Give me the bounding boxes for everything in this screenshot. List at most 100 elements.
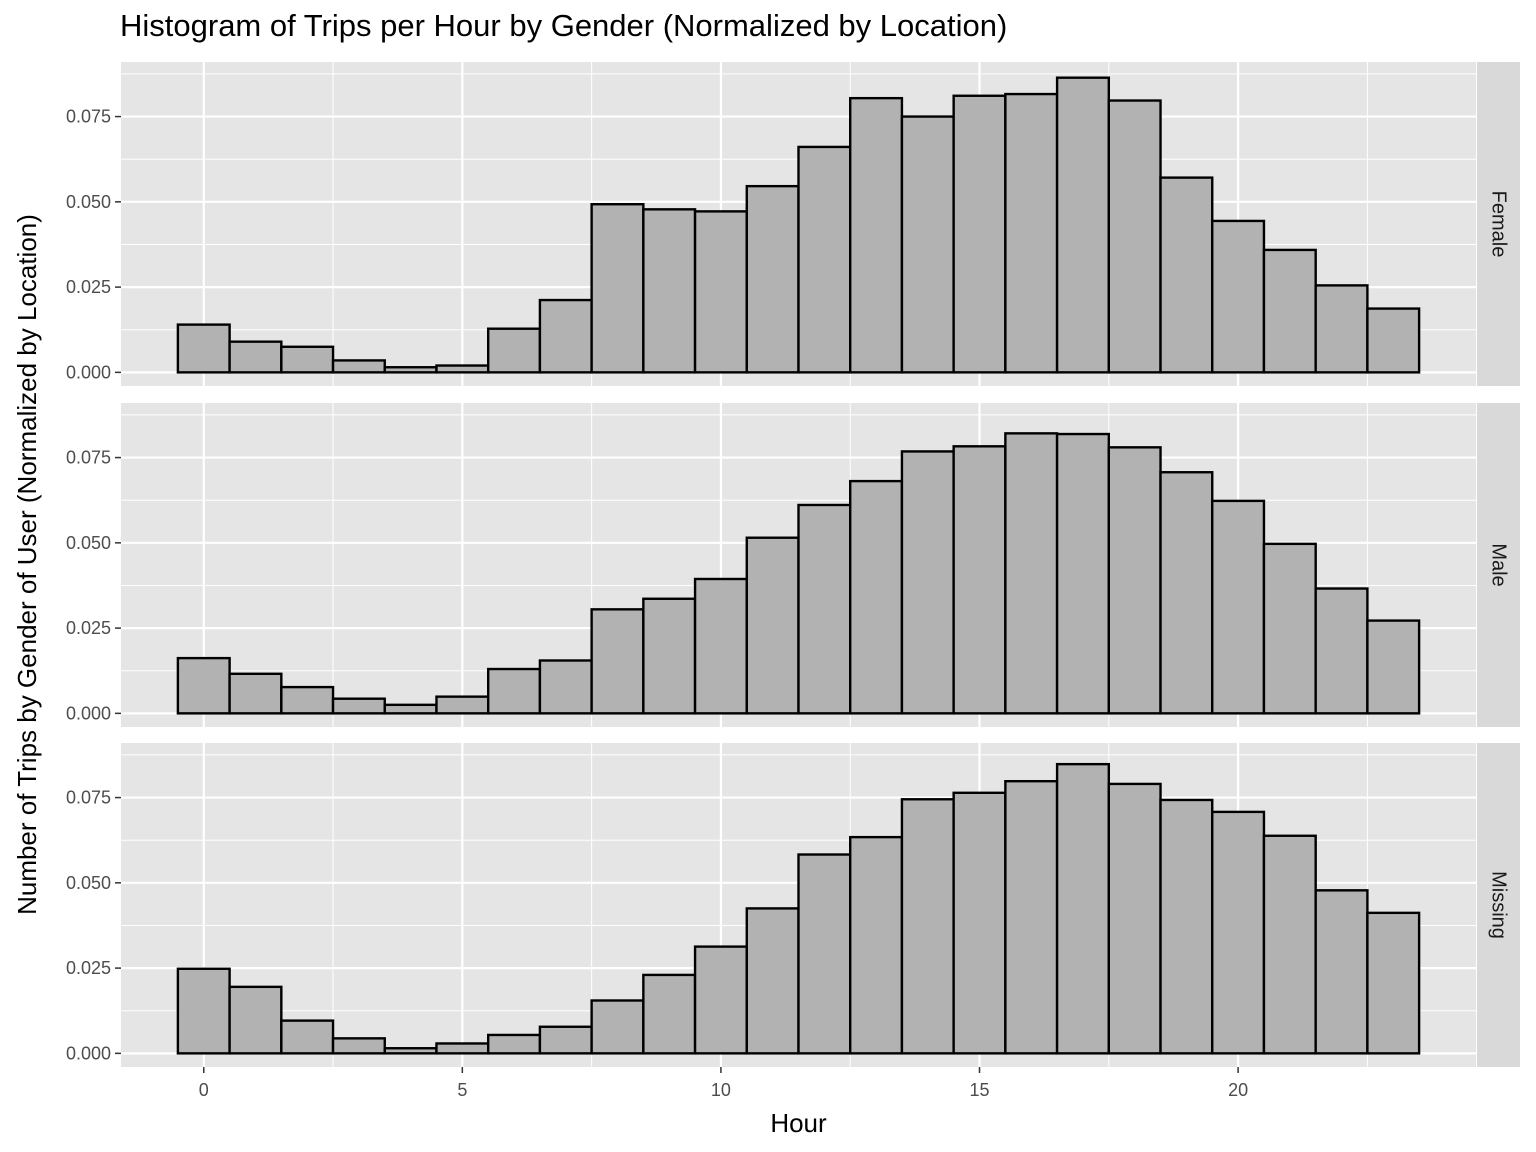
histogram-bar	[280, 1019, 335, 1055]
histogram-bar	[590, 608, 645, 715]
panel-male: 0.000 0.025 0.050 0.075 Male	[66, 403, 1520, 727]
y-tick-label: 0.050	[66, 192, 111, 212]
y-tick-label: 0.075	[66, 448, 111, 468]
y-tick-label: 0.025	[66, 277, 111, 297]
histogram-bar	[1055, 76, 1111, 374]
histogram-bar	[1262, 542, 1317, 715]
histogram-bar	[383, 703, 438, 715]
histogram-bar	[797, 853, 852, 1055]
x-tick-label: 0	[199, 1080, 209, 1100]
y-tick-label: 0.000	[66, 1043, 111, 1063]
histogram-bar	[1314, 587, 1369, 715]
histogram-bar	[1107, 446, 1162, 715]
facet-strip	[1477, 743, 1520, 1067]
histogram-bar	[1055, 432, 1111, 715]
histogram-bar	[900, 450, 955, 715]
histogram-bar	[1314, 889, 1369, 1055]
histogram-bar	[849, 835, 904, 1055]
histogram-bar	[435, 695, 490, 715]
histogram-bar	[1107, 782, 1162, 1055]
histogram-bar	[1159, 176, 1214, 374]
x-tick-label: 15	[969, 1080, 989, 1100]
histogram-bar	[435, 1042, 490, 1055]
chart-title: Histogram of Trips per Hour by Gender (N…	[120, 8, 1008, 43]
histogram-bar	[797, 503, 852, 715]
histogram-bar	[383, 366, 438, 374]
histogram-bar	[538, 1025, 593, 1055]
histogram-bar	[176, 967, 231, 1055]
y-tick-label: 0.025	[66, 618, 111, 638]
y-tick-label: 0.075	[66, 788, 111, 808]
histogram-bar	[486, 667, 542, 715]
histogram-bar	[1366, 307, 1421, 374]
histogram-bar	[435, 364, 490, 374]
histogram-bar	[1055, 762, 1111, 1055]
histogram-bar	[486, 1033, 542, 1055]
y-axis-title: Number of Trips by Gender of User (Norma…	[12, 214, 42, 915]
histogram-bar	[642, 973, 697, 1055]
histogram-bar	[280, 345, 335, 374]
histogram-bar	[642, 597, 697, 715]
histogram-bar	[331, 1037, 386, 1055]
x-axis-title: Hour	[770, 1108, 827, 1138]
x-tick-label: 5	[457, 1080, 467, 1100]
histogram-bar	[228, 985, 283, 1055]
panel-female: 0.000 0.025 0.050 0.075 Female	[66, 62, 1520, 386]
histogram-bar	[1262, 834, 1317, 1055]
histogram-bar	[849, 479, 904, 715]
histogram-bar	[1262, 248, 1317, 374]
histogram-bar	[745, 536, 800, 715]
histogram-bar	[228, 672, 283, 715]
histogram-bar	[1211, 219, 1266, 374]
histogram-bar	[331, 697, 386, 715]
facet-strip	[1477, 403, 1520, 727]
histogram-bar	[538, 298, 593, 374]
histogram-bar	[952, 94, 1007, 374]
histogram-bar	[1159, 471, 1214, 715]
facet-strip-label: Male	[1488, 543, 1510, 586]
y-tick-label: 0.050	[66, 873, 111, 893]
histogram-bar	[1211, 810, 1266, 1055]
histogram-bar	[1004, 779, 1059, 1055]
histogram-bar	[1211, 499, 1266, 715]
histogram-bar	[331, 359, 386, 374]
histogram-bar	[797, 145, 852, 374]
facet-strip-label: Missing	[1488, 871, 1510, 939]
y-tick-label: 0.025	[66, 958, 111, 978]
histogram-bar	[745, 907, 800, 1055]
facet-strip-label: Female	[1488, 191, 1510, 258]
histogram-bar	[228, 340, 283, 374]
histogram-bar	[383, 1047, 438, 1055]
histogram-bar	[176, 323, 231, 374]
histogram-bar	[745, 184, 800, 374]
histogram-bar	[900, 115, 955, 374]
y-tick-label: 0.000	[66, 703, 111, 723]
x-tick-label: 10	[711, 1080, 731, 1100]
histogram-bar	[849, 96, 904, 374]
histogram-bar	[590, 203, 645, 374]
panel-missing: 0.000 0.025 0.050 0.075 Missing	[66, 743, 1520, 1067]
histogram-bar	[1004, 432, 1059, 715]
y-tick-label: 0.075	[66, 107, 111, 127]
histogram-bar	[280, 685, 335, 715]
histogram-bar	[900, 798, 955, 1055]
histogram-bar	[176, 656, 231, 715]
histogram-bar	[1107, 99, 1162, 374]
histogram-bar	[590, 999, 645, 1055]
histogram-bar	[538, 659, 593, 715]
histogram-bar	[1366, 911, 1421, 1055]
y-tick-label: 0.050	[66, 533, 111, 553]
histogram-bar	[1314, 284, 1369, 374]
facet-strip	[1477, 62, 1520, 386]
histogram-bar	[693, 945, 748, 1055]
histogram-bar	[642, 208, 697, 374]
histogram-bar	[693, 577, 748, 715]
histogram-bar	[952, 445, 1007, 715]
histogram-bar	[1366, 619, 1421, 715]
histogram-bar	[1159, 798, 1214, 1055]
histogram-bar	[952, 791, 1007, 1055]
x-tick-label: 20	[1228, 1080, 1248, 1100]
histogram-bar	[486, 327, 542, 374]
histogram-bar	[1004, 92, 1059, 374]
